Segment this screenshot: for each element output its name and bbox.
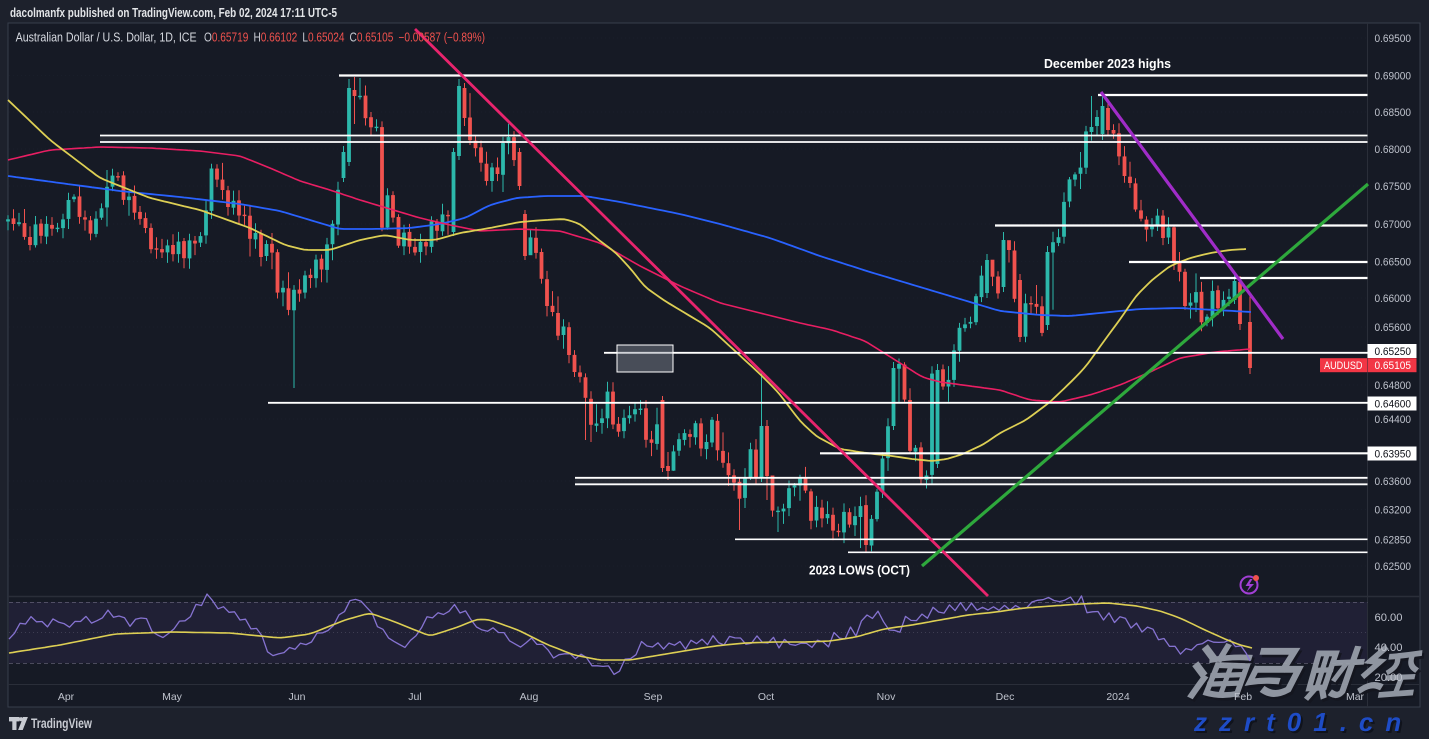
svg-text:0.64600: 0.64600: [1375, 399, 1412, 411]
svg-text:2024: 2024: [1106, 691, 1130, 703]
svg-text:Australian Dollar / U.S. Dolla: Australian Dollar / U.S. Dollar, 1D, ICE: [16, 31, 197, 45]
svg-text:0.62500: 0.62500: [1375, 561, 1412, 573]
svg-text:Jun: Jun: [289, 691, 306, 703]
svg-text:0.67500: 0.67500: [1375, 181, 1412, 193]
svg-text:Mar: Mar: [1346, 691, 1365, 703]
svg-text:0.64800: 0.64800: [1375, 380, 1412, 392]
svg-text:Jul: Jul: [408, 691, 421, 703]
svg-text:0.68500: 0.68500: [1375, 107, 1412, 119]
svg-text:60.00: 60.00: [1375, 612, 1403, 624]
svg-text:O0.65719 H0.66102 L0.65024 C0.: O0.65719 H0.66102 L0.65024 C0.65105 −0.0…: [204, 31, 485, 45]
svg-text:0.66000: 0.66000: [1375, 293, 1412, 305]
svg-text:Nov: Nov: [877, 691, 896, 703]
svg-text:0.67000: 0.67000: [1375, 219, 1412, 231]
svg-text:0.65105: 0.65105: [1375, 360, 1412, 372]
svg-text:40.00: 40.00: [1375, 642, 1403, 654]
svg-text:0.66500: 0.66500: [1375, 257, 1412, 269]
svg-text:Sep: Sep: [644, 691, 663, 703]
svg-text:0.64400: 0.64400: [1375, 414, 1412, 426]
svg-text:Aug: Aug: [520, 691, 539, 703]
svg-text:AUDUSD: AUDUSD: [1324, 360, 1363, 372]
svg-text:0.65600: 0.65600: [1375, 322, 1412, 334]
svg-text:Oct: Oct: [758, 691, 774, 703]
svg-text:dacolmanfx published on Tradin: dacolmanfx published on TradingView.com,…: [10, 6, 337, 20]
svg-text:May: May: [162, 691, 183, 703]
svg-text:Apr: Apr: [58, 691, 75, 703]
svg-text:December 2023 highs: December 2023 highs: [1044, 56, 1171, 71]
svg-text:0.63200: 0.63200: [1375, 505, 1412, 517]
svg-text:0.63950: 0.63950: [1375, 449, 1412, 461]
svg-text:0.69000: 0.69000: [1375, 71, 1412, 83]
svg-text:Dec: Dec: [996, 691, 1015, 703]
svg-text:0.63600: 0.63600: [1375, 476, 1412, 488]
svg-text:0.69500: 0.69500: [1375, 33, 1412, 45]
svg-text:TradingView: TradingView: [31, 715, 92, 731]
svg-text:0.65250: 0.65250: [1375, 346, 1412, 358]
svg-text:2023 LOWS (OCT): 2023 LOWS (OCT): [809, 563, 910, 578]
svg-text:20.00: 20.00: [1375, 672, 1403, 684]
svg-text:0.68000: 0.68000: [1375, 144, 1412, 156]
svg-text:0.62850: 0.62850: [1375, 535, 1412, 547]
svg-text:Feb: Feb: [1234, 691, 1252, 703]
